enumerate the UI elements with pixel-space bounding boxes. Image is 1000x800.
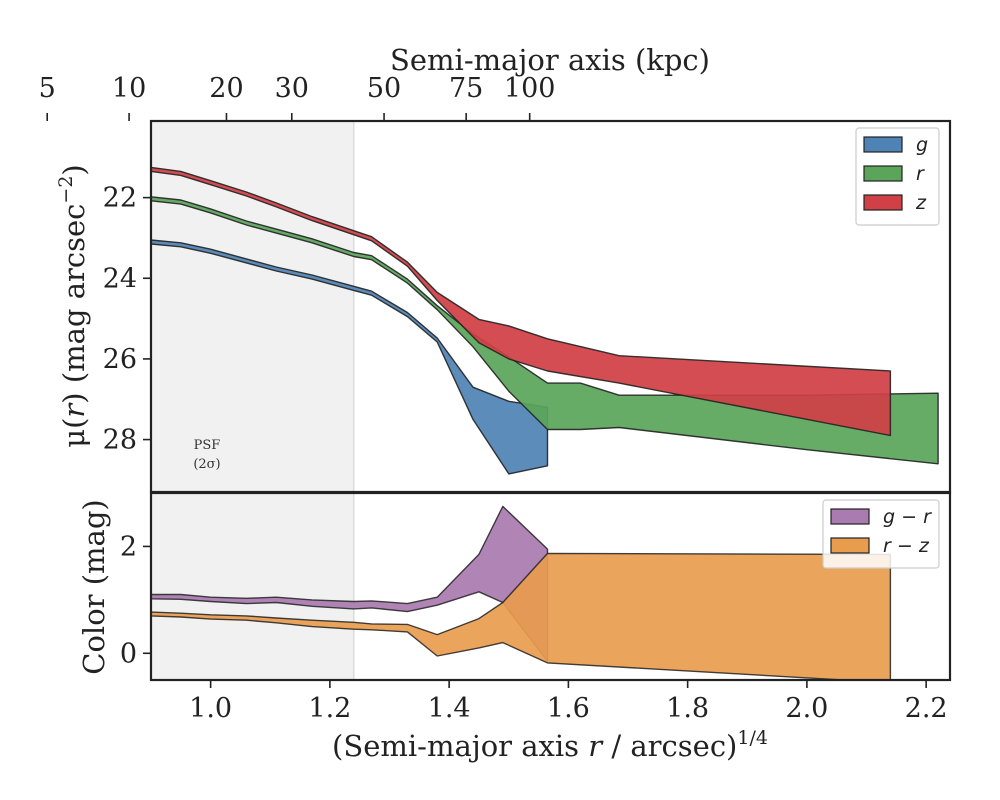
legend-swatch-r [863, 165, 903, 182]
bottom-y-axis-title: Color (mag) [77, 499, 111, 674]
top-y-tick-label: 26 [103, 344, 137, 375]
x-tick-label: 1.6 [547, 693, 590, 724]
top-legend: grz [855, 127, 940, 226]
x-axis-title: (Semi-major axis r / arcsec)1/4 [332, 727, 768, 763]
x-tick-label: 1.8 [666, 693, 709, 724]
x-tick-label: 2.2 [905, 693, 948, 724]
top-x-tick-label: 30 [275, 73, 309, 104]
psf-label-line2: (2σ) [193, 457, 220, 472]
legend-label-r: r [916, 163, 925, 185]
band-g [151, 239, 549, 475]
bottom-panel-series [151, 505, 892, 680]
top-y-tick-label: 24 [103, 263, 137, 294]
top-x-tick-label: 20 [209, 73, 243, 104]
top-x-tick-label: 5 [39, 73, 56, 104]
top-x-tick-label: 75 [449, 73, 483, 104]
axis-ticks: 1.0 1.2 1.4 1.6 1.8 2.0 2.25 10 20 30 50 75 10022242… [39, 73, 948, 724]
top-y-tick-label: 22 [103, 183, 137, 214]
bottom-legend: g − r r − z [822, 499, 940, 569]
band-z [151, 166, 892, 437]
legend-label-r-z: r − z [883, 535, 930, 557]
x-tick-label: 1.0 [189, 693, 232, 724]
legend-label-g-r: g − r [883, 506, 932, 528]
legend-swatch-z [863, 194, 903, 211]
band-r-z [151, 552, 892, 680]
top-x-tick-label: 10 [112, 73, 146, 104]
top-axis-title: Semi-major axis (kpc) [390, 43, 710, 77]
legend-label-z: z [915, 192, 927, 214]
psf-region-bottom [151, 493, 354, 680]
legend-swatch-g [863, 136, 903, 153]
top-x-tick-label: 50 [367, 73, 401, 104]
psf-label-line1: PSF [194, 438, 221, 453]
psf-region-top [151, 121, 354, 492]
x-tick-label: 1.4 [428, 693, 471, 724]
legend-swatch-r-z [830, 537, 870, 554]
legend-swatch-g-r [830, 508, 870, 525]
x-tick-label: 1.2 [308, 693, 351, 724]
x-tick-label: 2.0 [785, 693, 828, 724]
bottom-panel-frame [149, 491, 952, 682]
legend-label-g: g [916, 134, 928, 156]
bottom-y-tick-label: 0 [120, 638, 137, 669]
top-y-tick-label: 28 [103, 425, 137, 456]
top-x-tick-label: 100 [504, 73, 556, 104]
top-panel-series [151, 166, 939, 475]
bottom-y-tick-label: 2 [120, 531, 137, 562]
top-y-axis-title: μ(r) (mag arcsec−2) [55, 164, 91, 448]
